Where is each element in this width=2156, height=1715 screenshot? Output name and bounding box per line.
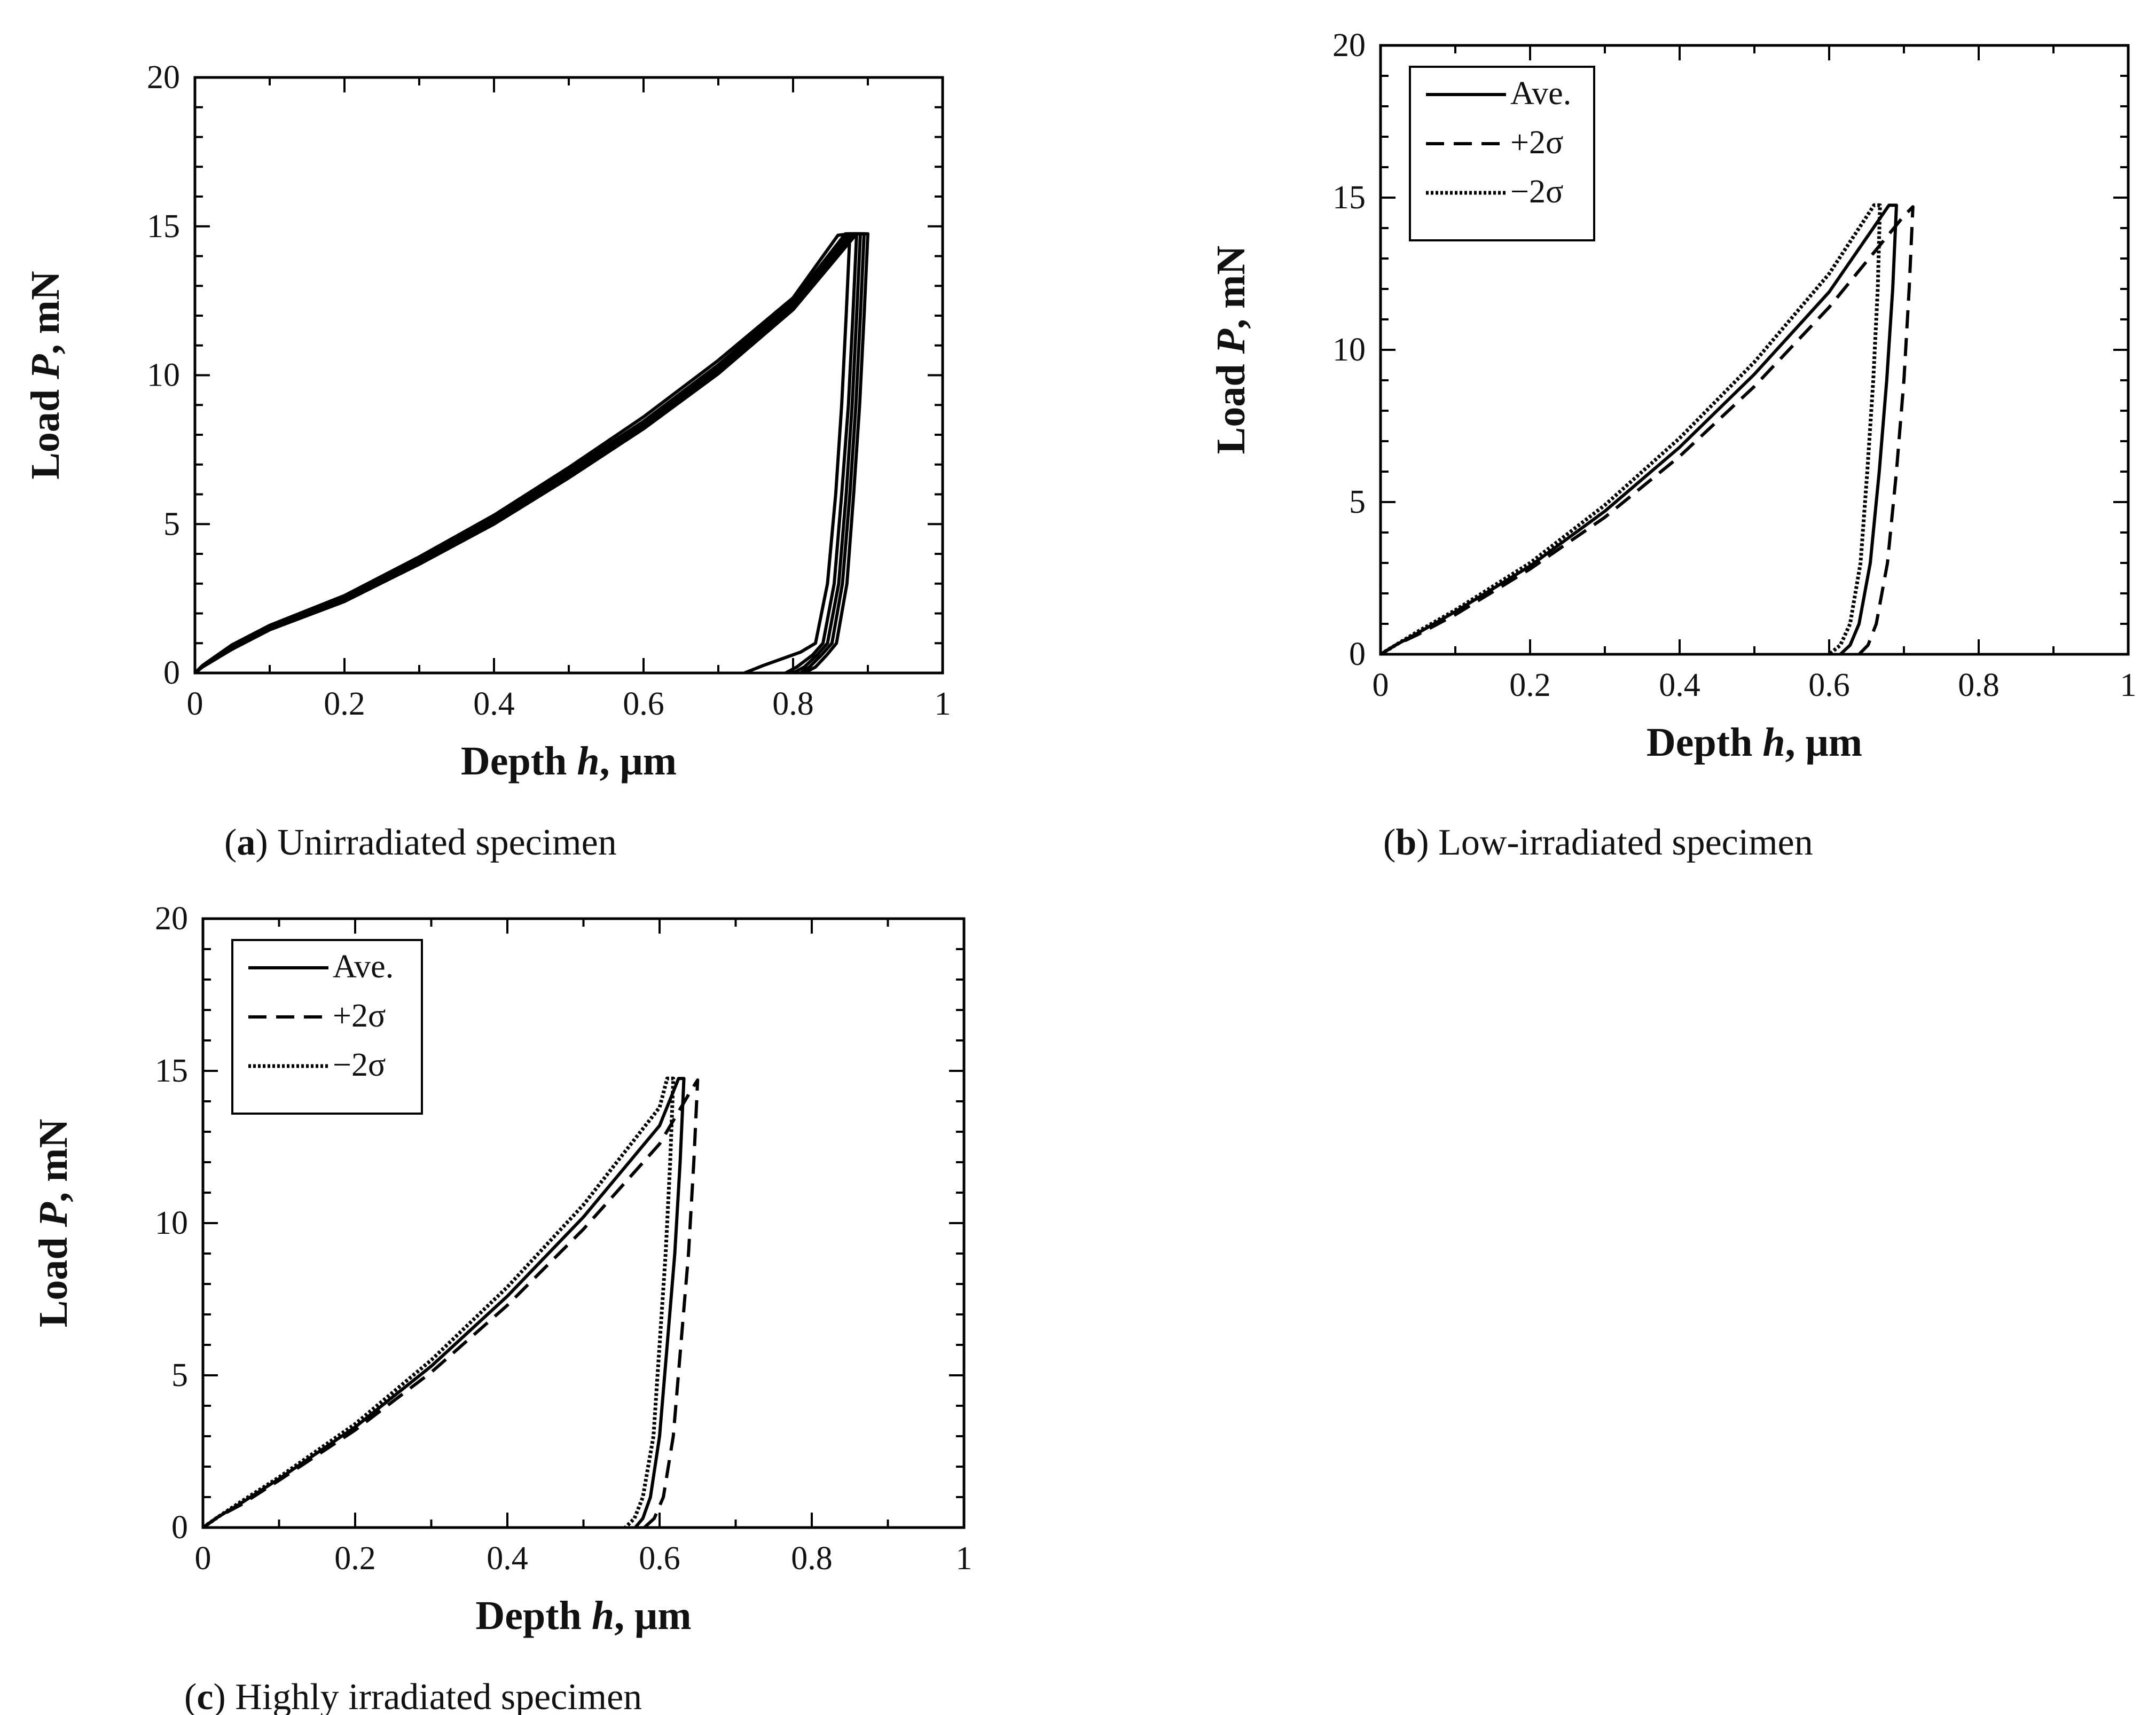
y-axis-title-prefix: Load [31, 1227, 76, 1327]
x-tick-label: 1 [935, 686, 951, 722]
legend: Ave. +2σ −2σ [231, 939, 423, 1115]
legend-label: +2σ [1510, 124, 1563, 161]
y-axis-title: Load P, mN [31, 1119, 76, 1328]
y-axis-title-variable: P [23, 354, 68, 380]
x-tick-label: 0.8 [1958, 667, 2000, 703]
series-line-1 [1379, 203, 1898, 656]
plot-frame [193, 76, 944, 675]
caption-text: Low-irradiated specimen [1438, 822, 1813, 863]
x-tick-label: 0.2 [324, 686, 365, 722]
y-tick-label: 5 [171, 1357, 188, 1393]
legend-label: −2σ [1510, 174, 1563, 210]
x-tick-label: 0.8 [772, 686, 814, 722]
legend-label: Ave. [333, 949, 394, 985]
x-tick-label: 0.4 [473, 686, 515, 722]
y-tick-label: 20 [155, 900, 188, 937]
y-tick-label: 10 [147, 357, 180, 394]
caption-close-paren: ) [255, 822, 277, 863]
series-line-1 [202, 1077, 686, 1529]
figure-caption: (b) Low-irradiated specimen [1383, 822, 1813, 863]
series-line-3 [201, 1076, 676, 1529]
caption-open-paren: ( [184, 1677, 197, 1715]
y-axis-title-variable: P [31, 1202, 76, 1227]
series-line-2 [1379, 205, 1915, 656]
y-tick-label: 10 [1332, 332, 1366, 368]
y-axis-title: Load P, mN [23, 271, 68, 480]
x-tick-label: 0.2 [1509, 667, 1551, 703]
legend: Ave. +2σ −2σ [1409, 66, 1595, 241]
y-axis-title-unit: , mN [23, 271, 68, 354]
x-tick-label: 0.6 [623, 686, 664, 722]
y-tick-label: 15 [1332, 179, 1366, 216]
x-tick-label: 0.4 [487, 1540, 528, 1577]
x-axis-title-variable: h [1762, 720, 1785, 765]
x-axis-title: Depth h, μm [1647, 720, 1862, 765]
y-tick-label: 5 [1349, 484, 1366, 520]
caption-open-paren: ( [1383, 822, 1395, 863]
x-axis-title-prefix: Depth [475, 1593, 591, 1638]
caption-text: Unirradiated specimen [277, 822, 617, 863]
x-axis-title-unit: , μm [600, 739, 677, 784]
y-tick-label: 0 [163, 655, 180, 691]
x-tick-label: 0.2 [334, 1540, 376, 1577]
series-line-3 [194, 232, 862, 675]
x-axis-title-variable: h [592, 1593, 614, 1638]
y-tick-label: 15 [147, 208, 180, 245]
caption-close-paren: ) [213, 1677, 235, 1715]
series-line-5 [194, 232, 869, 675]
x-axis-title-prefix: Depth [461, 739, 577, 784]
y-tick-label: 15 [155, 1053, 188, 1089]
caption-text: Highly irradiated specimen [235, 1677, 642, 1715]
caption-close-paren: ) [1416, 822, 1438, 863]
figure-caption: (a) Unirradiated specimen [224, 822, 617, 863]
y-axis-title-prefix: Load [1209, 354, 1253, 454]
x-tick-label: 1 [2120, 667, 2137, 703]
x-tick-label: 0 [1373, 667, 1389, 703]
x-axis-title-prefix: Depth [1647, 720, 1762, 765]
x-tick-label: 0 [195, 1540, 211, 1577]
x-axis-title-unit: , μm [1785, 720, 1862, 765]
figure-caption: (c) Highly irradiated specimen [184, 1677, 642, 1715]
series-line-4 [194, 232, 866, 675]
series-line-1 [193, 232, 852, 675]
caption-open-paren: ( [224, 822, 237, 863]
legend-label: Ave. [1510, 75, 1571, 112]
y-tick-label: 20 [1332, 27, 1366, 64]
series-line-3 [1379, 203, 1882, 656]
legend-label: −2σ [333, 1047, 386, 1083]
caption-letter: c [197, 1677, 213, 1715]
y-axis-title-unit: , mN [1209, 246, 1253, 329]
y-tick-label: 0 [171, 1509, 188, 1546]
y-axis-title: Load P, mN [1209, 246, 1253, 455]
y-tick-label: 5 [163, 506, 180, 542]
y-tick-label: 10 [155, 1205, 188, 1241]
y-axis-title-prefix: Load [23, 379, 68, 480]
x-tick-label: 0.6 [1808, 667, 1850, 703]
x-axis-title-unit: , μm [614, 1593, 691, 1638]
x-tick-label: 0.4 [1659, 667, 1700, 703]
y-axis-title-unit: , mN [31, 1119, 76, 1202]
x-tick-label: 0.6 [639, 1540, 680, 1577]
x-tick-label: 1 [956, 1540, 973, 1577]
caption-letter: a [237, 822, 255, 863]
x-tick-label: 0.8 [791, 1540, 833, 1577]
legend-label: +2σ [333, 998, 386, 1034]
x-tick-label: 0 [187, 686, 203, 722]
caption-letter: b [1395, 822, 1416, 863]
x-axis-title: Depth h, μm [475, 1593, 691, 1638]
y-tick-label: 0 [1349, 636, 1366, 672]
x-axis-title: Depth h, μm [461, 739, 677, 784]
series-line-2 [194, 232, 858, 675]
y-tick-label: 20 [147, 59, 180, 96]
x-axis-title-variable: h [577, 739, 599, 784]
y-axis-title-variable: P [1209, 328, 1253, 354]
series-line-2 [202, 1078, 700, 1529]
